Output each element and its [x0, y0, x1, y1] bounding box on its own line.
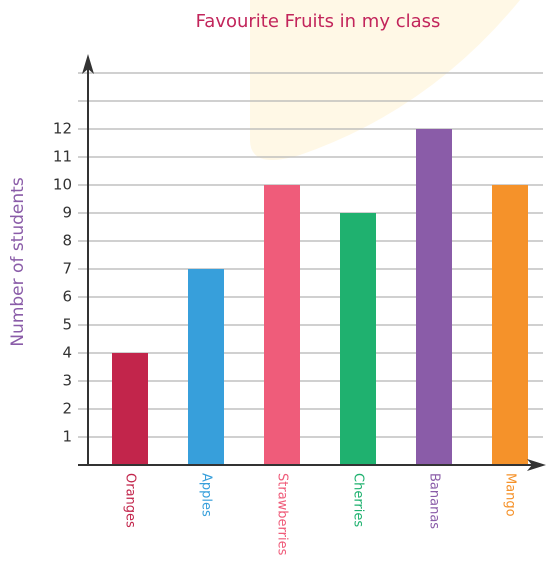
x-tick-label: Apples: [199, 473, 214, 517]
bar: [416, 129, 452, 465]
y-tick-label: 12: [53, 120, 72, 138]
x-tick-label: Bananas: [427, 473, 442, 529]
y-tick-label: 3: [62, 372, 72, 390]
y-tick-label: 7: [62, 260, 72, 278]
x-tick-label: Cherries: [351, 473, 366, 527]
y-tick-label: 4: [62, 344, 72, 362]
bar: [188, 269, 224, 465]
x-tick-label: Strawberries: [275, 473, 290, 556]
y-tick-label: 10: [53, 176, 72, 194]
x-tick-label: Mango: [503, 473, 518, 517]
bar: [264, 185, 300, 465]
y-tick-label: 11: [53, 148, 72, 166]
y-tick-label: 8: [62, 232, 72, 250]
y-tick-label: 2: [62, 400, 72, 418]
bar: [340, 213, 376, 465]
x-tick-label: Oranges: [123, 473, 138, 528]
background-glow: [250, 0, 520, 160]
y-tick-label: 9: [62, 204, 72, 222]
y-tick-label: 5: [62, 316, 72, 334]
y-tick-label: 1: [62, 428, 72, 446]
y-axis-arrow: [82, 54, 94, 74]
grid: [78, 72, 543, 438]
bars: [112, 129, 528, 465]
bar: [112, 353, 148, 465]
y-axis-label: Number of students: [8, 177, 28, 346]
chart-title: Favourite Fruits in my class: [196, 11, 441, 32]
bar: [492, 185, 528, 465]
y-tick-label: 6: [62, 288, 72, 306]
x-axis-arrow: [527, 459, 546, 471]
